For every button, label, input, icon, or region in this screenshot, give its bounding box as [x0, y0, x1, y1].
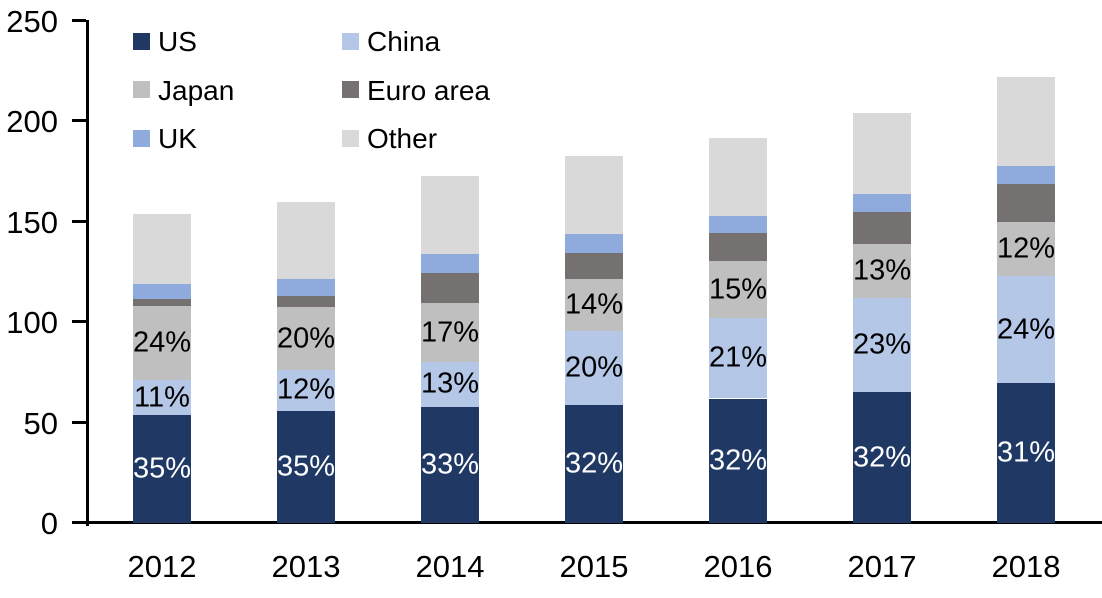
- bar-segment-china: [709, 318, 767, 399]
- bar-segment-china: [133, 380, 191, 415]
- bar-label-china: 20%: [564, 351, 624, 384]
- legend-label-japan: Japan: [158, 74, 235, 106]
- y-axis-line: [86, 20, 89, 526]
- x-axis-label-2017: 2017: [847, 549, 917, 584]
- bar-segment-japan: [853, 243, 911, 299]
- bar-segment-japan: [277, 307, 335, 371]
- bar-segment-japan: [709, 260, 767, 319]
- y-axis-tick: [72, 219, 86, 223]
- bar-segment-japan: [421, 303, 479, 363]
- bar-segment-china: [997, 276, 1055, 384]
- bar-label-japan: 17%: [420, 316, 480, 349]
- bar-segment-euro-area: [133, 299, 191, 307]
- bar-segment-us: [709, 398, 767, 523]
- legend-swatch-uk: [133, 129, 150, 147]
- x-axis-label-2016: 2016: [703, 549, 773, 584]
- bar-segment-china: [565, 331, 623, 405]
- x-axis-label-2012: 2012: [127, 549, 197, 584]
- bar-label-us: 33%: [420, 448, 480, 481]
- bar-label-china: 13%: [420, 367, 480, 400]
- bar-label-japan: 24%: [132, 326, 192, 359]
- bar-segment-us: [853, 392, 911, 523]
- bar-label-china: 23%: [852, 328, 912, 361]
- bar-segment-us: [133, 414, 191, 523]
- bar-segment-china: [277, 370, 335, 411]
- bar-segment-uk: [709, 215, 767, 233]
- bar-segment-japan: [565, 279, 623, 332]
- bar-segment-other: [853, 113, 911, 194]
- bar-label-us: 31%: [996, 436, 1056, 469]
- bar-label-china: 24%: [996, 313, 1056, 346]
- bar-label-us: 32%: [564, 447, 624, 480]
- bar-segment-uk: [997, 165, 1055, 184]
- bar-segment-euro-area: [709, 232, 767, 261]
- legend-swatch-china: [342, 32, 359, 50]
- y-axis-tick: [72, 19, 86, 22]
- bar-segment-us: [565, 404, 623, 523]
- bar-label-japan: 13%: [852, 254, 912, 287]
- bar-segment-other: [277, 201, 335, 280]
- y-axis-tick: [72, 420, 86, 424]
- bar-label-japan: 20%: [276, 322, 336, 355]
- bar-segment-us: [997, 383, 1055, 523]
- y-axis-tick-label: 150: [6, 204, 58, 240]
- legend-swatch-euro-area: [342, 81, 359, 98]
- bar-segment-other: [997, 77, 1055, 166]
- bar-segment-euro-area: [997, 183, 1055, 222]
- bar-label-japan: 14%: [564, 288, 624, 321]
- legend-label-euro-area: Euro area: [367, 74, 490, 106]
- bar-label-china: 21%: [708, 341, 768, 374]
- bar-segment-uk: [853, 193, 911, 212]
- y-axis-tick-label: 0: [40, 506, 58, 541]
- x-axis-label-2013: 2013: [271, 549, 341, 584]
- legend-label-uk: UK: [158, 123, 197, 154]
- bar-label-us: 32%: [708, 444, 768, 477]
- y-axis-tick-label: 200: [6, 104, 58, 140]
- bar-segment-other: [709, 138, 767, 216]
- y-axis-tick-label: 100: [6, 305, 58, 341]
- bar-segment-euro-area: [853, 211, 911, 244]
- bar-segment-uk: [277, 279, 335, 297]
- bar-segment-china: [421, 362, 479, 407]
- bar-label-us: 35%: [132, 452, 192, 485]
- bar-label-us: 35%: [276, 450, 336, 483]
- bar-segment-euro-area: [277, 296, 335, 308]
- legend-label-china: China: [367, 26, 441, 57]
- bar-segment-japan: [997, 221, 1055, 276]
- bar-segment-euro-area: [565, 252, 623, 280]
- y-axis-tick: [72, 320, 86, 324]
- bar-segment-other: [565, 155, 623, 234]
- bar-segment-china: [853, 298, 911, 393]
- bar-label-china: 12%: [276, 373, 336, 406]
- bar-segment-other: [133, 213, 191, 285]
- bar-label-japan: 12%: [996, 232, 1056, 265]
- bar-segment-japan: [133, 306, 191, 381]
- legend-swatch-other: [342, 129, 359, 147]
- bar-segment-other: [421, 175, 479, 254]
- y-axis-tick: [72, 521, 86, 524]
- legend-label-us: US: [158, 26, 197, 57]
- y-axis-tick-label: 50: [23, 405, 58, 441]
- legend-swatch-japan: [133, 81, 150, 98]
- x-axis-label-2015: 2015: [559, 549, 629, 584]
- x-axis-label-2018: 2018: [991, 549, 1061, 584]
- bar-segment-us: [421, 406, 479, 523]
- y-axis-tick-label: 250: [6, 4, 58, 39]
- bar-label-us: 32%: [852, 441, 912, 474]
- bar-label-china: 11%: [134, 381, 190, 413]
- legend-label-other: Other: [367, 123, 438, 154]
- bar-segment-uk: [133, 284, 191, 300]
- legend-swatch-us: [133, 32, 150, 50]
- bar-segment-uk: [565, 233, 623, 253]
- bar-segment-uk: [421, 253, 479, 273]
- bar-label-japan: 15%: [708, 273, 768, 306]
- bar-segment-us: [277, 410, 335, 523]
- bar-segment-euro-area: [421, 273, 479, 304]
- x-axis-label-2014: 2014: [415, 549, 485, 584]
- y-axis-tick: [72, 119, 86, 123]
